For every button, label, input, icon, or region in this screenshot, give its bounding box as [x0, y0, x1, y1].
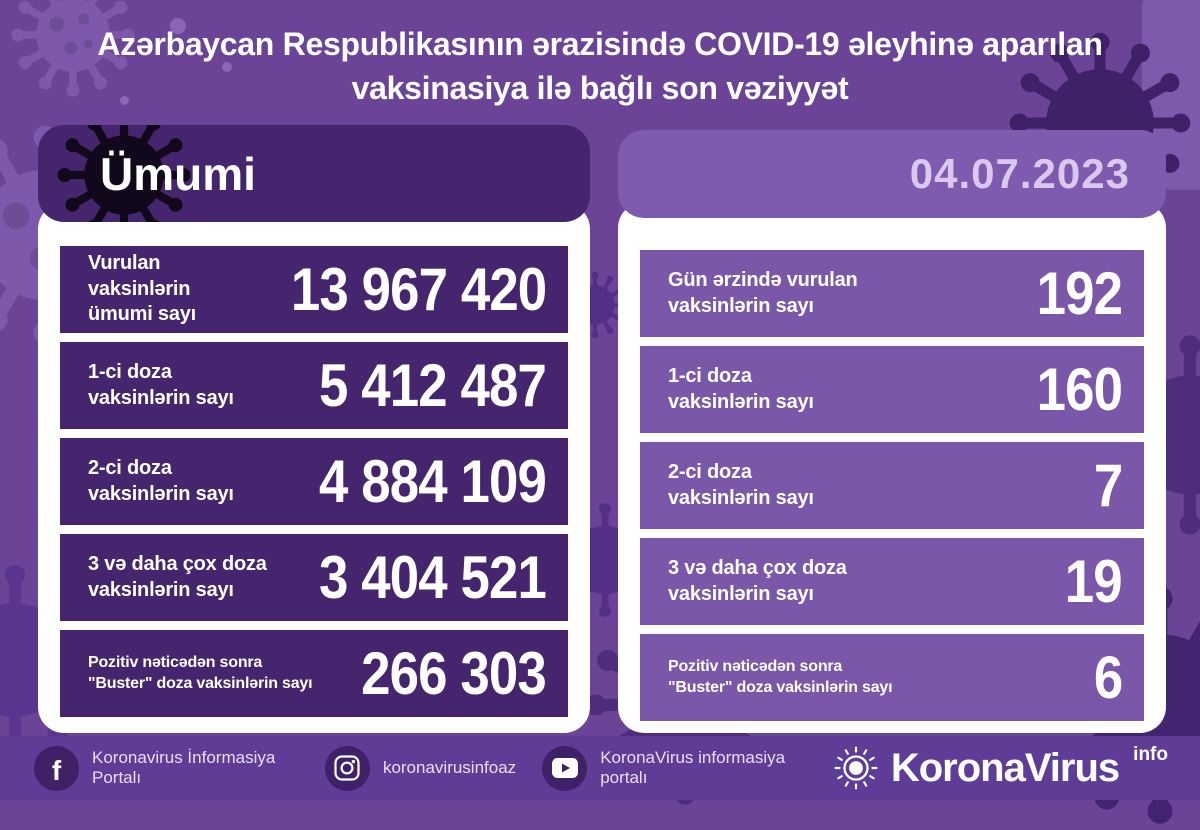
- table-row: Gün ərzində vurulan vaksinlərin sayı 192: [640, 250, 1144, 337]
- daily-rows: Gün ərzində vurulan vaksinlərin sayı 192…: [640, 250, 1144, 721]
- totals-rows: Vurulan vaksinlərin ümumi sayı 13 967 42…: [60, 246, 568, 717]
- page-title: Azərbaycan Respublikasının ərazisində CO…: [0, 22, 1200, 110]
- stat-label: Pozitiv nəticədən sonra "Buster" doza va…: [88, 654, 313, 692]
- footer-bar: f Koronavirus İnformasiya Portalı korona…: [0, 736, 1200, 800]
- stat-label: Vurulan vaksinlərin ümumi sayı: [88, 252, 197, 326]
- stat-value: 6: [1093, 644, 1123, 711]
- stat-value: 160: [1036, 356, 1123, 423]
- stat-value: 192: [1036, 260, 1123, 327]
- facebook-icon: f: [34, 745, 79, 791]
- table-row: 2-ci doza vaksinlərin sayı 4 884 109: [60, 438, 568, 525]
- brand-suffix: info: [1133, 744, 1168, 765]
- facebook-link[interactable]: f Koronavirus İnformasiya Portalı: [34, 745, 299, 791]
- instagram-icon: [324, 745, 370, 791]
- daily-panel-header: 04.07.2023: [618, 130, 1166, 218]
- instagram-link[interactable]: koronavirusinfoaz: [324, 745, 517, 791]
- table-row: 1-ci doza vaksinlərin sayı 5 412 487: [60, 342, 568, 429]
- stat-value: 13 967 420: [290, 256, 547, 323]
- table-row: 3 və daha çox doza vaksinlərin sayı 19: [640, 538, 1144, 625]
- title-line-2: vaksinasiya ilə bağlı son vəziyyət: [351, 70, 849, 107]
- stat-value: 266 303: [361, 640, 547, 707]
- daily-panel: 04.07.2023 Gün ərzində vurulan vaksinlər…: [618, 130, 1166, 733]
- youtube-label: KoronaVirus informasiya portalı: [600, 748, 786, 787]
- stat-value: 4 884 109: [319, 448, 547, 515]
- totals-panel-header: Ümumi: [38, 125, 590, 222]
- stat-label: Gün ərzində vurulan vaksinlərin sayı: [668, 268, 858, 317]
- stat-label: Pozitiv nəticədən sonra "Buster" doza va…: [668, 658, 893, 696]
- stat-label: 3 və daha çox doza vaksinlərin sayı: [88, 552, 267, 601]
- virus-logo-icon: [834, 746, 878, 790]
- table-row: Vurulan vaksinlərin ümumi sayı 13 967 42…: [60, 246, 568, 333]
- brand-name: KoronaVirus: [890, 746, 1120, 790]
- totals-panel-title: Ümumi: [100, 147, 256, 200]
- stat-value: 19: [1065, 548, 1123, 615]
- koronavirus-brand: KoronaVirus info: [833, 744, 1168, 791]
- stat-value: 3 404 521: [319, 544, 547, 611]
- table-row: 2-ci doza vaksinlərin sayı 7: [640, 442, 1144, 529]
- table-row: 3 və daha çox doza vaksinlərin sayı 3 40…: [60, 534, 568, 621]
- youtube-icon: [542, 745, 588, 791]
- table-row: Pozitiv nəticədən sonra "Buster" doza va…: [640, 634, 1144, 721]
- stat-value: 5 412 487: [319, 352, 547, 419]
- totals-panel: Ümumi Vurulan vaksinlərin ümumi sayı 13 …: [38, 125, 590, 733]
- stat-label: 2-ci doza vaksinlərin sayı: [668, 460, 814, 509]
- stat-label: 1-ci doza vaksinlərin sayı: [88, 360, 234, 409]
- stat-label: 2-ci doza vaksinlərin sayı: [88, 456, 234, 505]
- stat-label: 1-ci doza vaksinlərin sayı: [668, 364, 814, 413]
- stat-label: 3 və daha çox doza vaksinlərin sayı: [668, 556, 847, 605]
- date-label: 04.07.2023: [909, 150, 1130, 197]
- facebook-label: Koronavirus İnformasiya Portalı: [92, 748, 276, 787]
- table-row: Pozitiv nəticədən sonra "Buster" doza va…: [60, 630, 568, 717]
- instagram-label: koronavirusinfoaz: [382, 758, 517, 777]
- youtube-link[interactable]: KoronaVirus informasiya portalı: [542, 745, 807, 791]
- table-row: 1-ci doza vaksinlərin sayı 160: [640, 346, 1144, 433]
- title-line-1: Azərbaycan Respublikasının ərazisində CO…: [97, 26, 1103, 62]
- stat-value: 7: [1093, 452, 1123, 519]
